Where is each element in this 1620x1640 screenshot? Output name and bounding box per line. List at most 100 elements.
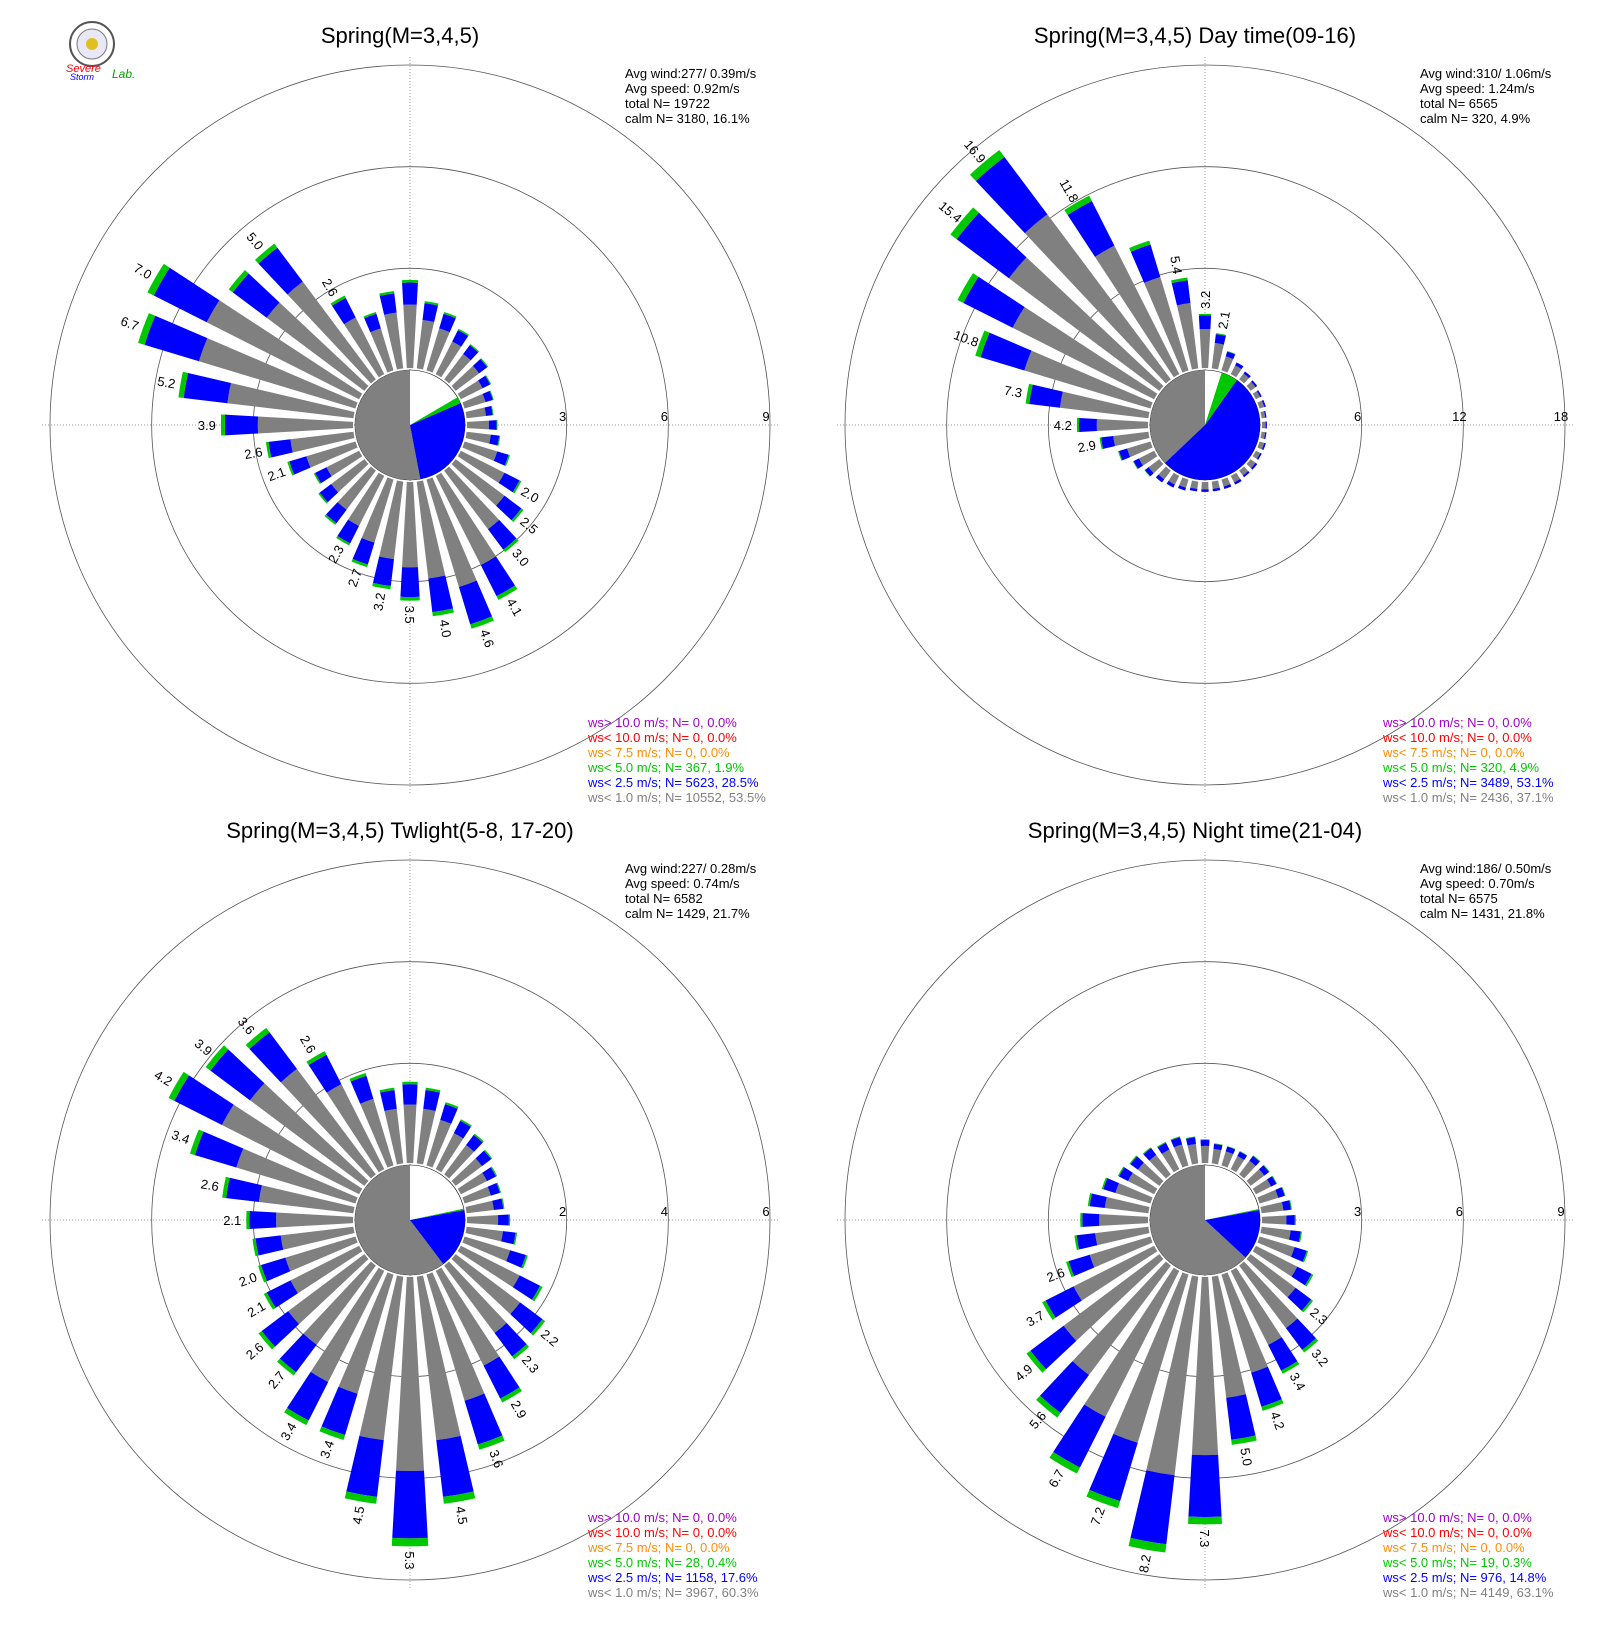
- sector-bar: [497, 1214, 509, 1226]
- sector-bar: [1242, 470, 1250, 478]
- sector-bar: [1221, 1151, 1234, 1168]
- sector-bar: [1257, 441, 1265, 450]
- sector-bar: [306, 441, 358, 468]
- logo-word-severe: Severe: [66, 63, 101, 75]
- sector-bar: [1117, 1166, 1125, 1177]
- sector-bar: [1187, 1144, 1199, 1165]
- sector-bar: [1223, 484, 1232, 490]
- sector-bar: [1191, 1276, 1219, 1456]
- sector-bar: [422, 303, 439, 322]
- sector-bar: [147, 263, 170, 296]
- sector-bar: [372, 556, 395, 587]
- sector-bar: [452, 330, 469, 347]
- sector-bar: [265, 441, 272, 459]
- sector-bar: [258, 1264, 267, 1283]
- sector-bar: [1246, 1254, 1296, 1298]
- sector-label: 2.5: [517, 514, 540, 537]
- sector-bar: [337, 519, 359, 544]
- sector-bar: [1039, 1361, 1090, 1414]
- seal-star-icon: [86, 38, 98, 50]
- sector-bar: [1257, 400, 1265, 409]
- sector-bar: [1026, 1350, 1047, 1373]
- sector-bar: [462, 441, 498, 461]
- sector-bar: [364, 313, 381, 333]
- sector-label: 7.2: [1088, 1505, 1108, 1527]
- sector-label: 7.0: [131, 260, 154, 282]
- sector-bar: [252, 1238, 259, 1257]
- sector-bar: [1157, 1142, 1170, 1154]
- sector-bar: [206, 300, 363, 400]
- sector-bar: [1099, 437, 1104, 450]
- sector-label: 4.9: [1012, 1361, 1035, 1384]
- sector-bar: [1239, 1150, 1248, 1156]
- sector-bar: [290, 1245, 363, 1294]
- sector-bar: [331, 459, 369, 493]
- sector-bar: [1053, 1404, 1106, 1468]
- sector-bar: [1179, 477, 1189, 488]
- sector-bar: [432, 608, 454, 617]
- sector-label: 4.5: [453, 1505, 471, 1525]
- sector-bar: [1264, 432, 1267, 440]
- sector-bar: [1144, 469, 1151, 477]
- sector-bar: [426, 477, 477, 588]
- sector-bar: [1302, 1338, 1319, 1353]
- legend-entry: ws< 7.5 m/s; N= 0, 0.0%: [587, 745, 730, 760]
- sector-bar: [466, 1215, 499, 1225]
- sector-bar: [153, 267, 220, 323]
- sector-bar: [487, 1182, 500, 1196]
- sector-bar: [1078, 417, 1097, 433]
- sector-bar: [463, 345, 479, 361]
- calm-pie-slice: [354, 1165, 444, 1276]
- legend-entry: ws< 1.0 m/s; N= 10552, 53.5%: [587, 790, 766, 805]
- legend-entry: ws< 10.0 m/s; N= 0, 0.0%: [587, 1525, 737, 1540]
- sector-bar: [255, 1235, 284, 1256]
- sector-bar: [1068, 1254, 1095, 1277]
- sector-bar: [1261, 1399, 1284, 1411]
- sector-label: 10.8: [952, 327, 981, 350]
- sector-label: 5.0: [244, 229, 267, 252]
- sector-bar: [1260, 431, 1266, 439]
- sector-bar: [512, 1275, 541, 1300]
- sector-bar: [1146, 1275, 1199, 1476]
- sector-label: 5.4: [1167, 255, 1185, 275]
- sector-bar: [482, 1167, 497, 1182]
- sector-bar: [1188, 1516, 1222, 1525]
- sector-bar: [980, 332, 1032, 371]
- sector-bar: [379, 1087, 395, 1093]
- sector-label: 2.3: [519, 1353, 542, 1376]
- sector-bar: [423, 1089, 440, 1112]
- sector-bar: [1250, 462, 1258, 470]
- sector-bar: [500, 1387, 522, 1403]
- sector-bar: [464, 1393, 503, 1445]
- legend-entry: ws< 7.5 m/s; N= 0, 0.0%: [1382, 745, 1525, 760]
- sector-bar: [1176, 302, 1199, 370]
- sector-bar: [1239, 373, 1250, 384]
- sector-bar: [482, 390, 493, 403]
- sector-bar: [1287, 1287, 1312, 1311]
- sector-bar: [402, 282, 418, 305]
- sector-bar: [205, 1045, 229, 1071]
- sector-bar: [1256, 452, 1262, 460]
- sector-bar: [1113, 431, 1150, 447]
- sector-bar: [1263, 1164, 1270, 1173]
- calm-pie-slice: [354, 370, 421, 480]
- sector-label: 2.6: [1045, 1265, 1067, 1285]
- sector-bar: [504, 454, 510, 467]
- sector-bar: [497, 435, 501, 446]
- sector-bar: [1084, 1267, 1180, 1417]
- sector-bar: [194, 1131, 244, 1168]
- sector-bar: [1252, 1245, 1298, 1277]
- sector-label: 2.1: [266, 464, 288, 484]
- sector-bar: [289, 456, 311, 475]
- sector-bar: [400, 596, 420, 601]
- sector-label: 3.6: [235, 1014, 258, 1037]
- sector-bar: [1118, 1167, 1133, 1182]
- sector-bar: [444, 353, 471, 384]
- sector-bar: [189, 1129, 204, 1156]
- sector-label: 2.2: [538, 1326, 561, 1349]
- sector-bar: [496, 495, 522, 521]
- sector-bar: [426, 1272, 485, 1401]
- sector-bar: [1252, 450, 1261, 459]
- sector-label: 3.4: [170, 1127, 192, 1147]
- sector-label: 11.8: [1057, 176, 1082, 205]
